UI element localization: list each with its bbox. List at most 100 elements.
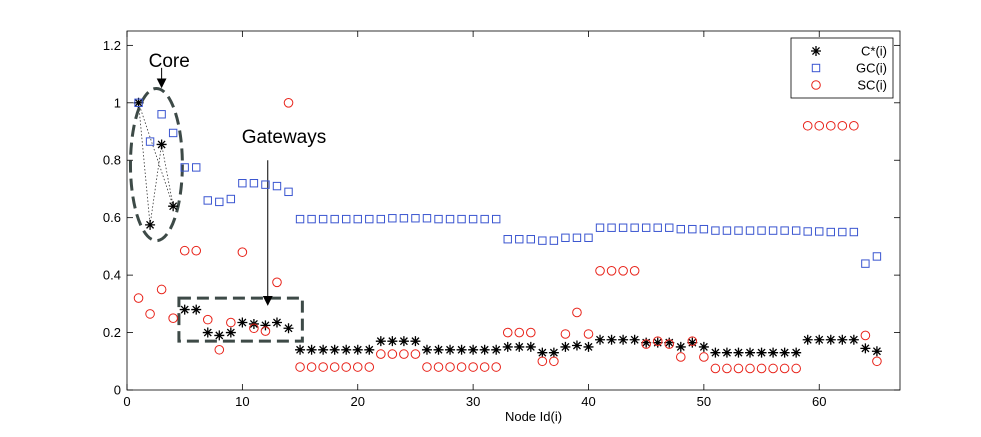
point-square xyxy=(238,179,247,188)
plot-area xyxy=(126,30,901,391)
point-square xyxy=(411,214,420,223)
point-circle xyxy=(595,266,605,276)
point-asterisk xyxy=(687,337,698,348)
y-tick-label: 1 xyxy=(114,95,121,110)
axis-ticks: 0 10 20 30 40 50 60 0 0.2 0.4 0.6 0.8 1 1.2 xyxy=(103,31,900,409)
point-square xyxy=(826,227,835,237)
point-circle xyxy=(526,327,536,338)
point-asterisk xyxy=(860,343,871,354)
point-square xyxy=(711,226,720,235)
legend-label: SC(i) xyxy=(857,78,887,93)
point-circle xyxy=(249,323,259,334)
point-circle xyxy=(791,363,801,374)
x-tick-label: 30 xyxy=(466,394,480,409)
point-circle xyxy=(537,356,548,367)
point-circle xyxy=(629,266,640,276)
point-circle xyxy=(652,336,663,346)
point-square xyxy=(630,223,639,232)
point-circle xyxy=(641,339,651,349)
point-asterisk xyxy=(445,344,456,355)
point-circle xyxy=(502,327,513,338)
y-tick-label: 0.6 xyxy=(103,210,121,225)
point-square xyxy=(180,163,189,172)
plot-frame xyxy=(126,30,901,391)
point-square xyxy=(480,214,489,224)
point-circle xyxy=(168,313,178,324)
point-asterisk xyxy=(133,97,144,108)
point-square xyxy=(342,214,351,224)
point-circle xyxy=(549,356,559,367)
point-square xyxy=(365,214,374,224)
point-circle xyxy=(468,362,478,372)
point-circle xyxy=(560,329,571,339)
point-circle xyxy=(779,363,790,374)
point-asterisk xyxy=(721,347,732,358)
x-tick-label: 10 xyxy=(235,394,249,409)
point-asterisk xyxy=(468,344,479,355)
point-square xyxy=(688,224,697,234)
point-asterisk xyxy=(421,344,432,355)
point-square xyxy=(768,226,778,235)
point-asterisk xyxy=(191,304,202,315)
point-circle xyxy=(191,245,202,256)
point-square xyxy=(803,227,812,236)
point-square xyxy=(249,179,259,188)
point-asterisk xyxy=(698,341,709,352)
point-asterisk xyxy=(364,344,375,355)
point-asterisk xyxy=(283,323,294,334)
point-asterisk xyxy=(271,317,282,328)
point-asterisk xyxy=(318,344,329,355)
point-asterisk xyxy=(825,334,836,345)
point-square xyxy=(457,214,466,224)
x-tick-label: 0 xyxy=(123,394,130,409)
point-circle xyxy=(618,266,628,276)
legend-marker-circle xyxy=(811,80,821,90)
point-square xyxy=(445,214,455,224)
point-asterisk xyxy=(802,334,813,345)
point-circle xyxy=(399,349,409,359)
point-circle xyxy=(133,293,144,303)
point-circle xyxy=(491,362,501,372)
point-asterisk xyxy=(295,344,306,355)
point-circle xyxy=(318,362,328,372)
point-square xyxy=(307,214,316,224)
point-square xyxy=(676,224,685,234)
point-square xyxy=(353,214,362,224)
point-square xyxy=(226,194,236,204)
point-square xyxy=(665,223,674,232)
point-asterisk xyxy=(571,340,582,351)
point-circle xyxy=(664,339,675,349)
point-circle xyxy=(687,336,698,346)
point-circle xyxy=(433,362,444,372)
point-asterisk xyxy=(848,334,859,345)
point-circle xyxy=(306,362,317,372)
point-asterisk xyxy=(456,344,467,355)
point-circle xyxy=(814,120,825,131)
point-square xyxy=(607,223,616,232)
point-asterisk xyxy=(548,347,559,358)
point-square xyxy=(838,227,847,237)
core-label: Core xyxy=(149,51,190,72)
point-asterisk xyxy=(214,330,225,341)
point-asterisk xyxy=(791,347,802,358)
point-asterisk xyxy=(675,341,686,352)
point-square xyxy=(526,235,536,244)
point-asterisk xyxy=(375,336,386,347)
point-circle xyxy=(675,352,686,362)
point-asterisk xyxy=(502,341,513,352)
point-circle xyxy=(710,363,721,374)
point-square xyxy=(284,187,293,197)
point-square xyxy=(515,235,524,244)
point-square xyxy=(376,214,386,224)
point-circle xyxy=(606,266,617,276)
point-circle xyxy=(283,98,294,108)
legend-marker-square xyxy=(811,63,821,73)
legend: C*(i) GC(i) SC(i) xyxy=(790,37,894,99)
point-asterisk xyxy=(652,337,663,348)
point-asterisk xyxy=(179,304,190,315)
point-asterisk xyxy=(145,219,156,230)
x-tick-label: 50 xyxy=(697,394,711,409)
point-asterisk xyxy=(560,341,571,352)
point-circle xyxy=(514,327,525,338)
